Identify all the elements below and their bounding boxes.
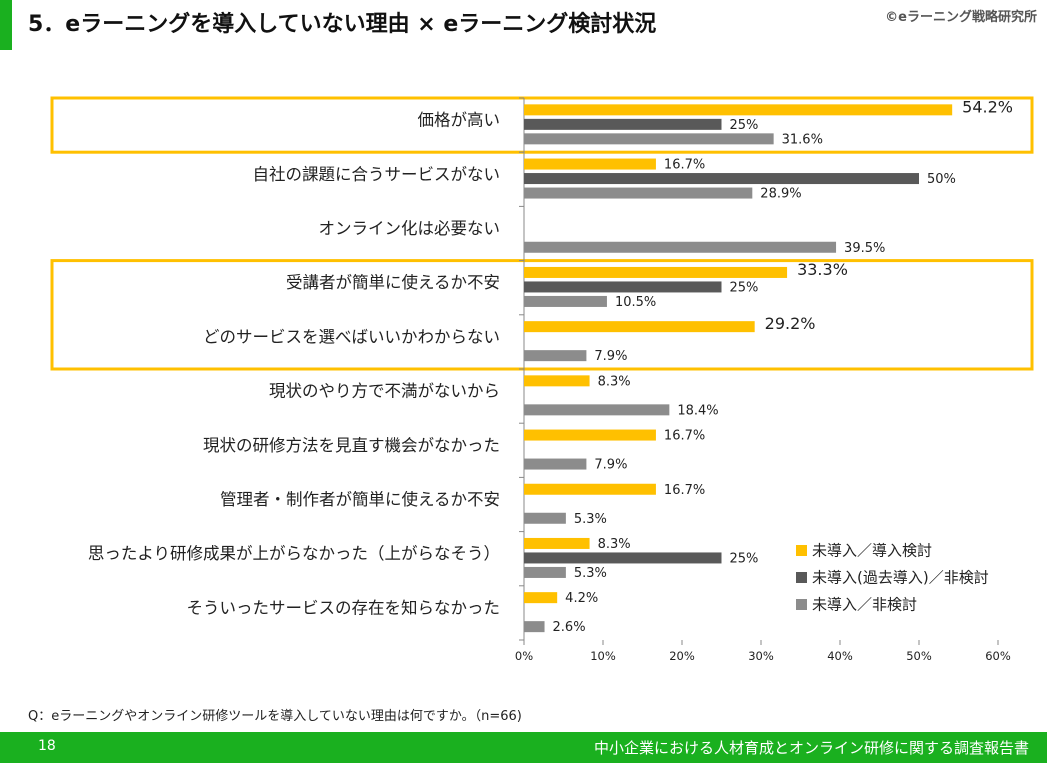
data-label: 5.3% (574, 566, 607, 581)
x-tick-label: 10% (590, 649, 616, 663)
x-tick-label: 40% (827, 649, 853, 663)
bar (524, 295, 607, 307)
data-label: 16.7% (664, 158, 705, 173)
bar (524, 350, 587, 362)
page-number: 18 (38, 738, 56, 754)
data-label: 25% (730, 280, 759, 295)
data-label: 8.3% (598, 537, 631, 552)
bar (524, 621, 545, 633)
highlight-frame-1 (50, 259, 1034, 371)
x-tick-label: 0% (515, 649, 533, 663)
data-label: 54.2% (962, 97, 1013, 116)
bar (524, 512, 566, 524)
category-label: 思ったより研修成果が上がらなかった（上がらなそう） (88, 544, 500, 563)
category-label: オンライン化は必要ない (319, 219, 501, 238)
survey-question: Q：eラーニングやオンライン研修ツールを導入していない理由は何ですか。（n=66… (28, 709, 522, 724)
data-label: 8.3% (598, 374, 631, 389)
legend-swatch (796, 599, 807, 610)
legend-swatch (796, 572, 807, 583)
category-label: そういったサービスの存在を知らなかった (187, 598, 501, 617)
data-label: 2.6% (553, 620, 586, 635)
footer-bar: 18 中小企業における人材育成とオンライン研修に関する調査報告書 (0, 732, 1047, 763)
data-label: 31.6% (782, 132, 823, 147)
data-label: 16.7% (664, 429, 705, 444)
bar (524, 187, 753, 199)
category-label: 現状の研修方法を見直す機会がなかった (203, 436, 500, 455)
category-label: どのサービスを選べばいいかわからない (203, 327, 500, 346)
bar (524, 104, 953, 116)
bar (524, 592, 558, 604)
category-label: 現状のやり方で不満がないから (269, 382, 500, 401)
category-label: 自社の課題に合うサービスがない (253, 165, 501, 184)
bar (524, 173, 919, 185)
data-label: 39.5% (844, 241, 885, 256)
data-label: 29.2% (765, 314, 816, 333)
x-tick-label: 50% (906, 649, 932, 663)
legend-swatch (796, 545, 807, 556)
x-tick-label: 30% (748, 649, 774, 663)
bar-chart: 価格が高い自社の課題に合うサービスがないオンライン化は必要ない受講者が簡単に使え… (50, 96, 1034, 663)
data-label: 10.5% (615, 295, 656, 310)
bar (524, 321, 755, 333)
bar (524, 158, 656, 170)
data-label: 50% (927, 172, 956, 187)
report-title: 中小企業における人材育成とオンライン研修に関する調査報告書 (593, 739, 1029, 757)
bar (524, 552, 722, 564)
data-label: 7.9% (594, 349, 627, 364)
data-label: 28.9% (760, 187, 801, 202)
data-label: 4.2% (565, 591, 598, 606)
data-label: 16.7% (664, 483, 705, 498)
data-label: 7.9% (594, 458, 627, 473)
title-accent-bar (0, 0, 12, 50)
bar (524, 566, 566, 578)
category-label: 管理者・制作者が簡単に使えるか不安 (220, 490, 500, 509)
copyright: ©eラーニング戦略研究所 (885, 10, 1037, 25)
data-label: 5.3% (574, 512, 607, 527)
legend-label: 未導入(過去導入)／非検討 (812, 569, 989, 587)
bar (524, 241, 837, 253)
bar (524, 458, 587, 470)
category-label: 価格が高い (418, 111, 501, 130)
legend-label: 未導入／非検討 (812, 596, 917, 614)
x-tick-label: 20% (669, 649, 695, 663)
highlight-frame-0 (50, 96, 1034, 154)
bar (524, 429, 656, 441)
bar (524, 483, 656, 495)
category-label: 受講者が簡単に使えるか不安 (286, 273, 500, 292)
page-title: 5．eラーニングを導入していない理由 × eラーニング検討状況 (28, 12, 657, 37)
bar (524, 375, 590, 387)
bar (524, 118, 722, 130)
legend-label: 未導入／導入検討 (812, 542, 932, 560)
data-label: 25% (730, 551, 759, 566)
data-label: 25% (730, 118, 759, 133)
bar (524, 266, 788, 278)
bar (524, 281, 722, 293)
bar (524, 404, 670, 416)
data-label: 33.3% (797, 260, 848, 279)
x-tick-label: 60% (985, 649, 1011, 663)
bar (524, 133, 774, 145)
bar (524, 537, 590, 549)
data-label: 18.4% (677, 403, 718, 418)
